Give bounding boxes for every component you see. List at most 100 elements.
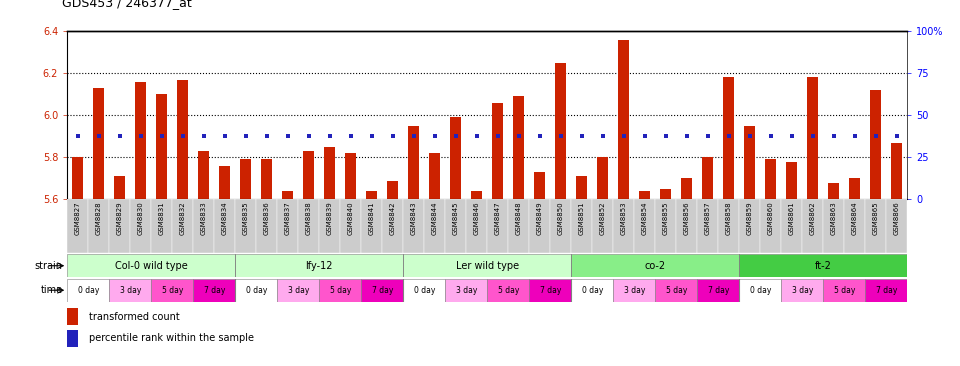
Text: GSM8859: GSM8859 — [747, 201, 753, 235]
Bar — [235, 199, 256, 253]
Text: transformed count: transformed count — [89, 312, 180, 322]
Text: GSM8833: GSM8833 — [201, 201, 206, 235]
Text: GSM8846: GSM8846 — [473, 201, 480, 235]
Text: GSM8841: GSM8841 — [369, 201, 374, 235]
Text: GSM8830: GSM8830 — [137, 201, 144, 235]
Bar — [72, 157, 83, 199]
Text: GSM8850: GSM8850 — [558, 201, 564, 235]
Bar — [844, 199, 865, 253]
Bar — [697, 279, 739, 302]
Text: lfy-12: lfy-12 — [305, 261, 333, 271]
Bar — [240, 160, 251, 199]
Bar — [807, 78, 818, 199]
Bar — [682, 178, 692, 199]
Bar — [299, 199, 319, 253]
Text: GSM8865: GSM8865 — [873, 201, 878, 235]
Bar — [424, 199, 445, 253]
Text: GSM8851: GSM8851 — [579, 201, 585, 235]
Bar — [828, 183, 839, 199]
Bar — [597, 157, 608, 199]
Bar — [214, 199, 235, 253]
Text: GSM8854: GSM8854 — [641, 201, 648, 235]
Bar — [571, 199, 592, 253]
Text: 7 day: 7 day — [540, 286, 561, 295]
Bar — [871, 90, 881, 199]
Bar — [277, 279, 319, 302]
Bar — [635, 199, 655, 253]
Bar — [803, 199, 824, 253]
Text: GSM8857: GSM8857 — [705, 201, 710, 235]
Bar — [592, 199, 613, 253]
Bar — [67, 330, 78, 347]
Text: 7 day: 7 day — [876, 286, 897, 295]
Text: time: time — [40, 285, 62, 295]
Bar — [886, 199, 907, 253]
Text: 5 day: 5 day — [665, 286, 687, 295]
Bar — [613, 199, 635, 253]
Bar — [781, 199, 803, 253]
Bar — [571, 279, 613, 302]
Bar — [131, 199, 151, 253]
Text: 0 day: 0 day — [78, 286, 99, 295]
Bar — [67, 199, 88, 253]
Text: GSM8858: GSM8858 — [726, 201, 732, 235]
Text: 3 day: 3 day — [287, 286, 309, 295]
Bar — [261, 160, 272, 199]
Bar — [429, 153, 440, 199]
Bar — [403, 199, 424, 253]
Bar — [93, 88, 104, 199]
Text: GDS453 / 246377_at: GDS453 / 246377_at — [62, 0, 192, 9]
Text: GSM8832: GSM8832 — [180, 201, 185, 235]
Bar — [450, 117, 461, 199]
Text: GSM8831: GSM8831 — [158, 201, 165, 235]
Text: GSM8860: GSM8860 — [768, 201, 774, 235]
Text: GSM8834: GSM8834 — [222, 201, 228, 235]
Bar — [892, 143, 902, 199]
Bar — [613, 279, 655, 302]
Bar — [178, 79, 188, 199]
Text: GSM8838: GSM8838 — [305, 201, 312, 235]
Bar — [367, 191, 377, 199]
Bar — [514, 96, 524, 199]
Text: GSM8844: GSM8844 — [432, 201, 438, 235]
Bar — [529, 199, 550, 253]
Bar — [156, 94, 167, 199]
Text: GSM8861: GSM8861 — [789, 201, 795, 235]
Text: 0 day: 0 day — [750, 286, 771, 295]
Bar — [151, 279, 193, 302]
Text: 3 day: 3 day — [455, 286, 477, 295]
Bar — [765, 160, 776, 199]
Text: GSM8849: GSM8849 — [537, 201, 542, 235]
Bar — [824, 279, 865, 302]
Bar — [655, 199, 676, 253]
Bar — [403, 279, 445, 302]
Bar — [529, 279, 571, 302]
Bar — [172, 199, 193, 253]
Text: GSM8864: GSM8864 — [852, 201, 857, 235]
Bar — [487, 279, 529, 302]
Bar — [445, 279, 487, 302]
Bar — [739, 254, 907, 277]
Bar — [361, 199, 382, 253]
Text: 0 day: 0 day — [246, 286, 267, 295]
Bar — [109, 199, 131, 253]
Text: strain: strain — [35, 261, 62, 271]
Bar — [67, 308, 78, 325]
Bar — [571, 254, 739, 277]
Text: GSM8848: GSM8848 — [516, 201, 521, 235]
Text: 7 day: 7 day — [204, 286, 225, 295]
Text: GSM8856: GSM8856 — [684, 201, 689, 235]
Bar — [850, 178, 860, 199]
Text: GSM8828: GSM8828 — [96, 201, 102, 235]
Bar — [88, 199, 109, 253]
Text: GSM8827: GSM8827 — [75, 201, 81, 235]
Text: 3 day: 3 day — [119, 286, 141, 295]
Text: GSM8866: GSM8866 — [894, 201, 900, 235]
Bar — [303, 151, 314, 199]
Bar — [660, 189, 671, 199]
Bar — [471, 191, 482, 199]
Text: 5 day: 5 day — [497, 286, 519, 295]
Bar — [361, 279, 403, 302]
Bar — [718, 199, 739, 253]
Text: Col-0 wild type: Col-0 wild type — [115, 261, 187, 271]
